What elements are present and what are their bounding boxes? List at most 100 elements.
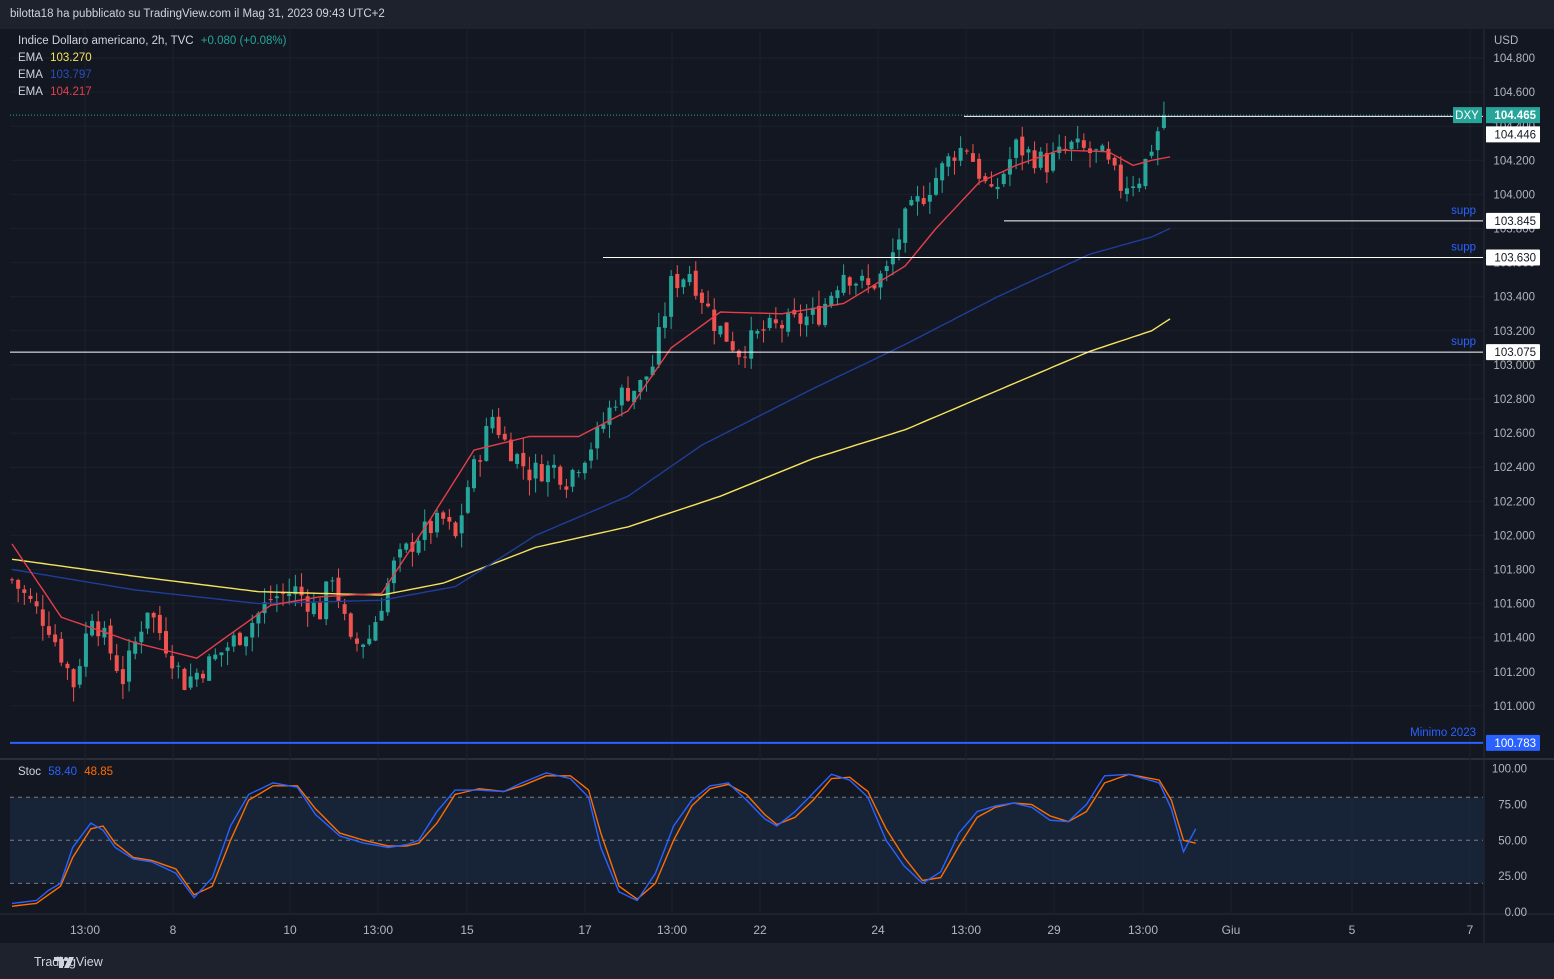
- candle-body: [53, 634, 58, 643]
- main-plot-area: [10, 30, 1483, 757]
- time-tick-label: 7: [1467, 923, 1474, 937]
- candle-body: [182, 668, 187, 690]
- candle-body: [964, 150, 969, 152]
- stoch-label: Stoc: [18, 766, 42, 778]
- symbol-tag-text: DXY: [1455, 110, 1479, 122]
- candle-body: [1149, 151, 1154, 156]
- candle-body: [342, 604, 347, 614]
- candle-body: [502, 433, 507, 440]
- candle-body: [71, 669, 76, 688]
- candle-body: [860, 275, 865, 281]
- time-tick-label: 13:00: [70, 923, 100, 937]
- legend-ema-red-value: 104.217: [50, 86, 92, 98]
- candle-body: [459, 515, 464, 534]
- level-price-tag-text: 103.630: [1494, 252, 1536, 264]
- candle-body: [1044, 153, 1049, 173]
- candle-body: [1026, 149, 1031, 153]
- footer-bar: [0, 943, 1554, 979]
- ema-blue-line: [11, 227, 1171, 605]
- candle-body: [773, 319, 778, 324]
- candle-body: [736, 350, 741, 358]
- candle-body: [176, 665, 181, 667]
- candle-body: [718, 325, 723, 335]
- candle-body: [1131, 186, 1136, 188]
- candle-body: [1075, 138, 1080, 143]
- price-axis-area: [1484, 29, 1554, 943]
- legend-symbol: Indice Dollaro americano, 2h, TVC: [18, 35, 194, 47]
- candle-body: [749, 330, 754, 359]
- candle-body: [823, 303, 828, 326]
- stoch-k-value: 58.40: [48, 766, 77, 778]
- candle-body: [1014, 139, 1019, 158]
- publisher-caption: bilotta18 ha pubblicato su TradingView.c…: [10, 8, 385, 20]
- price-tick-label: 104.200: [1493, 155, 1535, 167]
- candle-body: [872, 285, 877, 289]
- candle-body: [441, 512, 446, 519]
- tradingview-logo-icon[interactable]: [10, 954, 120, 970]
- candle-body: [311, 602, 316, 615]
- candle-body: [656, 327, 661, 365]
- candle-body: [108, 625, 113, 654]
- candle-body: [200, 673, 205, 679]
- candle-body: [730, 341, 735, 351]
- price-tick-label: 103.400: [1493, 292, 1535, 304]
- price-tick-label: 104.000: [1493, 189, 1535, 201]
- candle-body: [348, 613, 353, 637]
- stoch-d-value: 48.85: [84, 766, 113, 778]
- time-tick-label: 29: [1047, 923, 1061, 937]
- candle-body: [699, 292, 704, 303]
- candle-body: [120, 669, 125, 685]
- candle-body: [632, 390, 637, 403]
- candle-body: [675, 273, 680, 289]
- candle-body: [983, 176, 988, 182]
- candle-body: [940, 163, 945, 181]
- line-price-tag-text: 104.446: [1494, 129, 1536, 141]
- candle-body: [1001, 173, 1006, 185]
- candle-body: [256, 613, 261, 624]
- candle-body: [490, 416, 495, 429]
- candle-body: [354, 638, 359, 644]
- candle-body: [890, 252, 895, 265]
- support-annotation-label: supp: [1451, 336, 1476, 348]
- candle-body: [804, 316, 809, 326]
- chart[interactable]: 104.800104.600104.400104.200104.000103.8…: [0, 29, 1554, 943]
- candle-body: [934, 178, 938, 195]
- candle-body: [829, 295, 834, 306]
- candle-body: [324, 581, 329, 620]
- candle-body: [552, 464, 557, 468]
- candle-body: [669, 275, 674, 317]
- candle-body: [706, 303, 711, 307]
- level-price-tag-text: 103.845: [1494, 216, 1536, 228]
- candle-body: [422, 521, 427, 540]
- candle-body: [662, 316, 667, 328]
- stoch-tick-label: 50.00: [1498, 835, 1527, 847]
- level-price-tag-text: 100.783: [1494, 738, 1536, 750]
- time-tick-label: 8: [170, 923, 177, 937]
- candle-body: [527, 469, 532, 481]
- candle-body: [952, 157, 957, 161]
- candle-body: [607, 407, 612, 425]
- candle-body: [293, 586, 298, 595]
- price-tick-label: 104.800: [1493, 53, 1535, 65]
- candle-body: [330, 580, 335, 582]
- candle-body: [170, 655, 175, 669]
- candle-body: [416, 540, 421, 553]
- candle-body: [1063, 148, 1068, 150]
- candle-body: [250, 622, 255, 638]
- candle-body: [385, 583, 390, 613]
- candle-body: [1081, 140, 1086, 148]
- candle-body: [853, 283, 858, 286]
- candle-body: [767, 317, 772, 328]
- support-annotation-label: Minimo 2023: [1410, 727, 1476, 739]
- candle-body: [231, 635, 236, 647]
- price-tick-label: 101.000: [1493, 701, 1535, 713]
- candle-body: [1161, 115, 1166, 128]
- candle-body: [194, 672, 199, 680]
- candle-body: [638, 379, 643, 393]
- candle-body: [1094, 149, 1099, 151]
- candle-body: [693, 270, 698, 296]
- legend-ema-label: EMA: [18, 69, 43, 81]
- candle-body: [83, 633, 88, 667]
- candle-body: [1106, 148, 1111, 160]
- legend-stoch: Stoc 58.40 48.85: [18, 766, 117, 778]
